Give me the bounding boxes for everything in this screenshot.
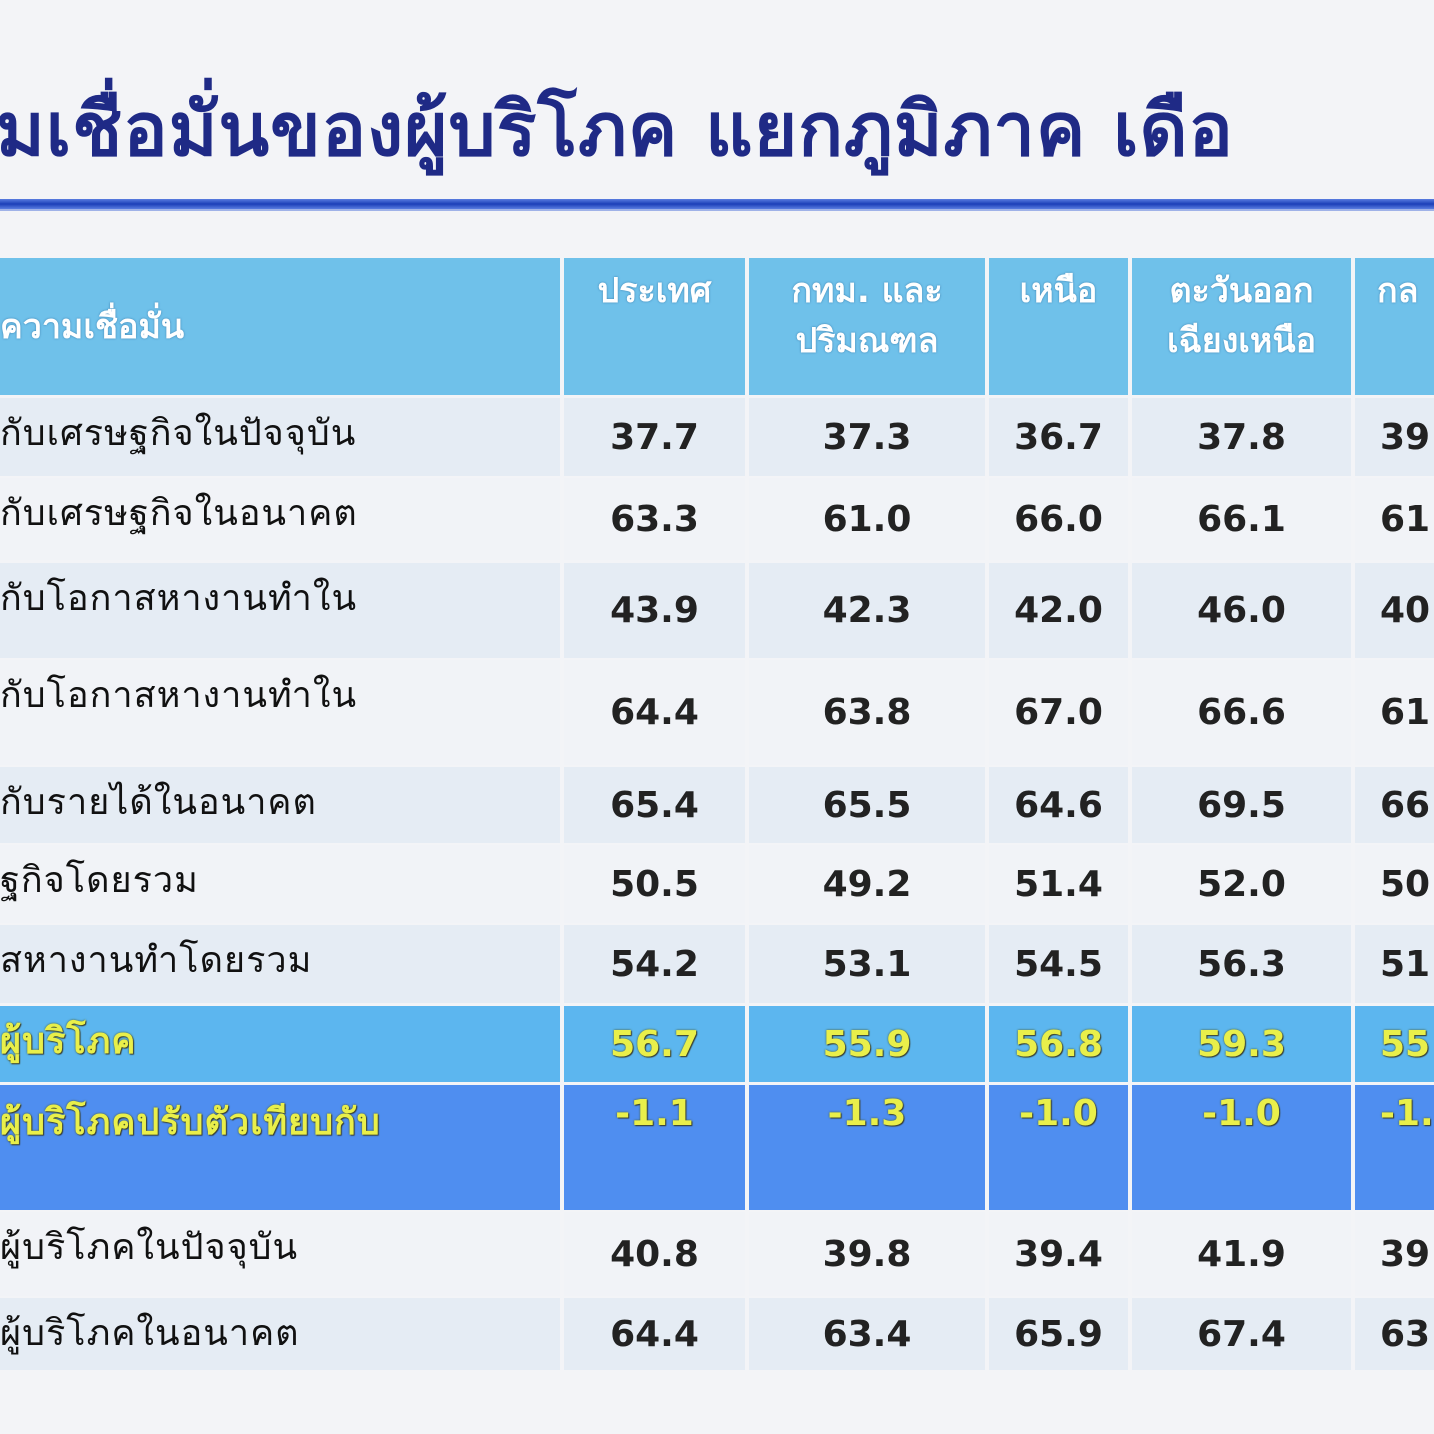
value-cell: 56.8: [989, 1006, 1128, 1082]
value-cell: 67.0: [989, 660, 1128, 765]
row-label: กับรายได้ในอนาคต: [0, 767, 560, 843]
value-cell: -1.1: [564, 1085, 745, 1210]
header-confidence: ความเชื่อมั่น: [0, 258, 560, 395]
row-label: ผู้บริโภคปรับตัวเทียบกับ: [0, 1085, 560, 1210]
value-cell: 42.3: [749, 563, 985, 658]
value-cell: 37.8: [1132, 398, 1351, 476]
value-cell: 46.0: [1132, 563, 1351, 658]
header-bangkok: กทม. และ ปริมณฑล: [749, 258, 985, 395]
value-cell: 40.8: [564, 1212, 745, 1296]
value-cell: -1.0: [1132, 1085, 1351, 1210]
value-cell: 42.0: [989, 563, 1128, 658]
value-cell: 61: [1355, 660, 1434, 765]
value-cell: 66: [1355, 767, 1434, 843]
value-cell: 66.1: [1132, 478, 1351, 560]
row-label: กับโอกาสหางานทำใน: [0, 660, 560, 765]
table-row: กับโอกาสหางานทำใน 43.9 42.3 42.0 46.0 40: [0, 563, 1434, 658]
value-cell: -1.0: [989, 1085, 1128, 1210]
table-row: ผู้บริโภค 56.7 55.9 56.8 59.3 55: [0, 1006, 1434, 1082]
row-label: ผู้บริโภค: [0, 1006, 560, 1082]
table-row: กับโอกาสหางานทำใน 64.4 63.8 67.0 66.6 61: [0, 660, 1434, 765]
value-cell: 65.9: [989, 1298, 1128, 1370]
value-cell: 49.2: [749, 845, 985, 923]
table-row: กับเศรษฐกิจในปัจจุบัน 37.7 37.3 36.7 37.8 39: [0, 398, 1434, 476]
header-north: เหนือ: [989, 258, 1128, 395]
value-cell: 39.4: [989, 1212, 1128, 1296]
value-cell: 41.9: [1132, 1212, 1351, 1296]
value-cell: 67.4: [1132, 1298, 1351, 1370]
value-cell: 39.8: [749, 1212, 985, 1296]
value-cell: 56.7: [564, 1006, 745, 1082]
table-row: ผู้บริโภคในปัจจุบัน 40.8 39.8 39.4 41.9 39: [0, 1212, 1434, 1296]
value-cell: 53.1: [749, 925, 985, 1003]
row-label: ผู้บริโภคในอนาคต: [0, 1298, 560, 1370]
value-cell: 63.4: [749, 1298, 985, 1370]
value-cell: 55.9: [749, 1006, 985, 1082]
value-cell: 52.0: [1132, 845, 1351, 923]
value-cell: 63: [1355, 1298, 1434, 1370]
value-cell: 69.5: [1132, 767, 1351, 843]
value-cell: 54.5: [989, 925, 1128, 1003]
slide-title: มเชื่อมั่นของผู้บริโภค แยกภูมิภาค เดือ: [0, 87, 1234, 173]
row-label: ฐกิจโดยรวม: [0, 845, 560, 923]
title-divider: [0, 199, 1434, 211]
value-cell: 56.3: [1132, 925, 1351, 1003]
header-central: กล: [1355, 258, 1434, 395]
value-cell: 54.2: [564, 925, 745, 1003]
value-cell: 39: [1355, 1212, 1434, 1296]
row-label: กับโอกาสหางานทำใน: [0, 563, 560, 658]
header-northeast: ตะวันออก เฉียงเหนือ: [1132, 258, 1351, 395]
value-cell: 64.6: [989, 767, 1128, 843]
value-cell: 50.5: [564, 845, 745, 923]
value-cell: -1.3: [749, 1085, 985, 1210]
value-cell: 65.5: [749, 767, 985, 843]
table-row: กับรายได้ในอนาคต 65.4 65.5 64.6 69.5 66: [0, 767, 1434, 843]
table-row: ผู้บริโภคในอนาคต 64.4 63.4 65.9 67.4 63: [0, 1298, 1434, 1370]
value-cell: 39: [1355, 398, 1434, 476]
value-cell: 66.0: [989, 478, 1128, 560]
table-row: สหางานทำโดยรวม 54.2 53.1 54.5 56.3 51: [0, 925, 1434, 1003]
row-label: สหางานทำโดยรวม: [0, 925, 560, 1003]
value-cell: 43.9: [564, 563, 745, 658]
value-cell: 64.4: [564, 660, 745, 765]
value-cell: -1.: [1355, 1085, 1434, 1210]
value-cell: 61: [1355, 478, 1434, 560]
table-header-row: ความเชื่อมั่น ประเทศ กทม. และ ปริมณฑล เห…: [0, 258, 1434, 395]
value-cell: 65.4: [564, 767, 745, 843]
header-country: ประเทศ: [564, 258, 745, 395]
value-cell: 61.0: [749, 478, 985, 560]
value-cell: 63.3: [564, 478, 745, 560]
value-cell: 37.3: [749, 398, 985, 476]
row-label: กับเศรษฐกิจในอนาคต: [0, 478, 560, 560]
value-cell: 63.8: [749, 660, 985, 765]
value-cell: 55: [1355, 1006, 1434, 1082]
value-cell: 36.7: [989, 398, 1128, 476]
value-cell: 64.4: [564, 1298, 745, 1370]
value-cell: 59.3: [1132, 1006, 1351, 1082]
row-label: ผู้บริโภคในปัจจุบัน: [0, 1212, 560, 1296]
value-cell: 51.4: [989, 845, 1128, 923]
table-row: ฐกิจโดยรวม 50.5 49.2 51.4 52.0 50: [0, 845, 1434, 923]
value-cell: 37.7: [564, 398, 745, 476]
table-row: กับเศรษฐกิจในอนาคต 63.3 61.0 66.0 66.1 61: [0, 478, 1434, 560]
value-cell: 40: [1355, 563, 1434, 658]
value-cell: 51: [1355, 925, 1434, 1003]
table-row: ผู้บริโภคปรับตัวเทียบกับ -1.1 -1.3 -1.0 -1.0…: [0, 1085, 1434, 1210]
value-cell: 50: [1355, 845, 1434, 923]
row-label: กับเศรษฐกิจในปัจจุบัน: [0, 398, 560, 476]
value-cell: 66.6: [1132, 660, 1351, 765]
